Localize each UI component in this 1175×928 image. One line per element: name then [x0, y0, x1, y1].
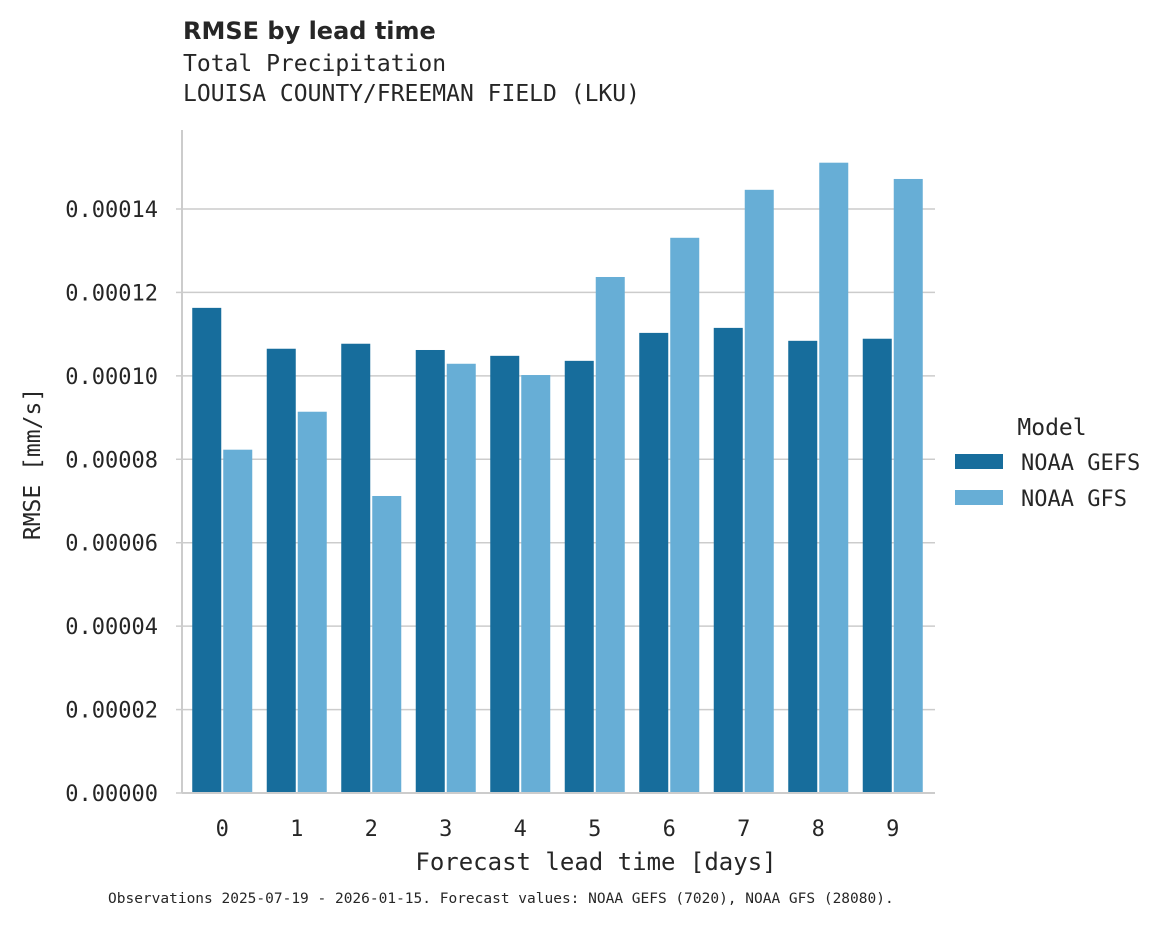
- legend: Model NOAA GEFS NOAA GFS: [955, 415, 1140, 512]
- x-axis-label: Forecast lead time [days]: [415, 848, 776, 876]
- y-tick-label: 0.00000: [65, 782, 158, 807]
- y-tick-label: 0.00014: [65, 198, 158, 223]
- bar-noaa-gfs-9: [893, 178, 923, 794]
- bar-noaa-gfs-7: [744, 189, 774, 794]
- bar-noaa-gfs-6: [670, 237, 700, 794]
- y-tick-label: 0.00008: [65, 448, 158, 473]
- bar-noaa-gefs-5: [564, 360, 594, 793]
- bar-noaa-gefs-6: [639, 332, 669, 793]
- bar-noaa-gfs-8: [819, 162, 849, 793]
- bar-noaa-gefs-1: [266, 348, 296, 793]
- x-tick-label: 5: [588, 817, 601, 842]
- chart-subtitle-variable: Total Precipitation: [183, 51, 447, 77]
- y-tick-label: 0.00010: [65, 365, 158, 390]
- x-tick-label: 9: [886, 817, 899, 842]
- bar-noaa-gefs-2: [341, 343, 371, 793]
- x-tick-label: 0: [216, 817, 229, 842]
- bar-noaa-gefs-8: [788, 340, 818, 793]
- chart-footer-note: Observations 2025-07-19 - 2026-01-15. Fo…: [108, 891, 894, 907]
- legend-label: NOAA GFS: [1021, 487, 1127, 512]
- x-tick-label: 3: [439, 817, 452, 842]
- x-tick-label: 2: [365, 817, 378, 842]
- bar-noaa-gfs-0: [223, 449, 253, 793]
- bar-noaa-gefs-9: [862, 338, 892, 793]
- x-tick-label: 4: [514, 817, 527, 842]
- bar-noaa-gfs-4: [521, 375, 551, 793]
- bar-noaa-gfs-1: [297, 411, 327, 793]
- chart-title: RMSE by lead time: [183, 17, 436, 45]
- bar-noaa-gefs-4: [490, 355, 520, 793]
- legend-label: NOAA GEFS: [1021, 451, 1140, 476]
- legend-title: Model: [1017, 415, 1086, 441]
- bar-noaa-gefs-0: [192, 307, 222, 793]
- x-tick-label: 6: [663, 817, 676, 842]
- y-tick-label: 0.00004: [65, 615, 158, 640]
- bar-noaa-gefs-3: [415, 349, 445, 793]
- y-axis-label: RMSE [mm/s]: [20, 388, 46, 540]
- chart-subtitle-station: LOUISA COUNTY/FREEMAN FIELD (LKU): [183, 81, 640, 107]
- bar-noaa-gefs-7: [713, 327, 743, 793]
- legend-swatch: [955, 454, 1003, 469]
- bar-noaa-gfs-5: [595, 276, 625, 794]
- legend-swatch: [955, 490, 1003, 505]
- y-tick-label: 0.00002: [65, 699, 158, 724]
- bar-noaa-gfs-3: [446, 363, 476, 793]
- y-tick-label: 0.00012: [65, 281, 158, 306]
- y-tick-label: 0.00006: [65, 532, 158, 557]
- x-tick-label: 7: [737, 817, 750, 842]
- x-tick-label: 1: [290, 817, 303, 842]
- x-tick-label: 8: [812, 817, 825, 842]
- bar-noaa-gfs-2: [372, 495, 402, 793]
